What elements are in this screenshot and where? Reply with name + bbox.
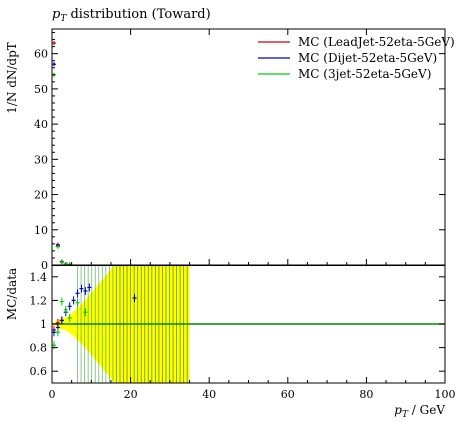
chart-title: pT distribution (Toward): [52, 7, 211, 24]
ratio-y-tick-label: 1.2: [30, 294, 48, 307]
main-y-tick-label: 0: [41, 259, 48, 272]
legend: MC (LeadJet-52eta-5GeV) MC (Dijet-52eta-5…: [258, 35, 455, 81]
x-tick-label: 80: [359, 388, 373, 401]
main-y-tick-label: 10: [34, 224, 48, 237]
legend-label: MC (Dijet-52eta-5GeV): [298, 51, 437, 65]
x-tick-label: 60: [281, 388, 295, 401]
main-y-tick-label: 30: [34, 153, 48, 166]
main-y-tick-label: 50: [34, 83, 48, 96]
main-panel: 0 10 20 30 40 50 60 1/N dN/dpT MC (LeadJet-52e…: [5, 28, 455, 272]
ratio-y-tick-label: 0.6: [30, 365, 48, 378]
main-y-axis-label: 1/N dN/dpT: [5, 42, 19, 114]
ratio-y-tick-label: 1: [40, 318, 47, 331]
x-axis-label: pT / GeV: [394, 403, 445, 420]
x-tick-label: 20: [124, 388, 138, 401]
legend-label: MC (3jet-52eta-5GeV): [298, 67, 431, 81]
main-y-tick-label: 60: [34, 48, 48, 61]
main-y-tick-label: 20: [34, 189, 48, 202]
x-tick-label: 100: [435, 388, 456, 401]
x-tick-label: 0: [49, 388, 56, 401]
x-tick-label: 40: [202, 388, 216, 401]
ratio-y-tick-label: 0.8: [30, 342, 48, 355]
ratio-y-tick-label: 1.4: [30, 271, 48, 284]
ratio-panel: 0.60.811.21.4 0 20 40 60 80 100 MC/data: [5, 29, 456, 401]
legend-label: MC (LeadJet-52eta-5GeV): [298, 35, 455, 49]
ratio-y-axis-label: MC/data: [5, 268, 19, 320]
main-y-tick-label: 40: [34, 118, 48, 131]
